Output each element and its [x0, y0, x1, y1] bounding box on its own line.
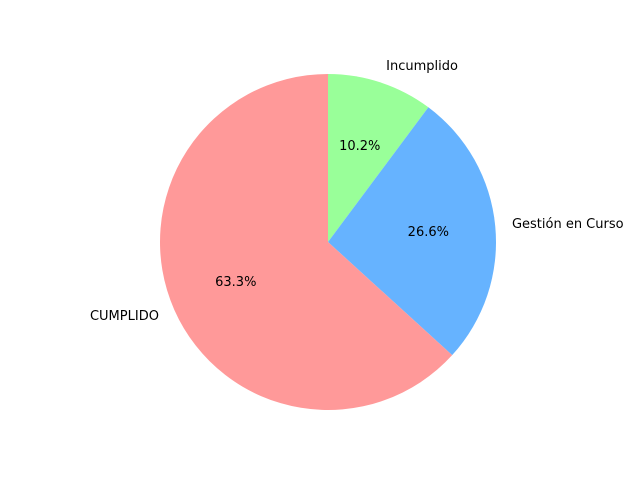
pie-slices: [159, 73, 496, 410]
pie-percent-label: 63.3%: [215, 275, 256, 290]
pie-percent-label: 26.6%: [408, 225, 449, 240]
pie-percent-label: 10.2%: [339, 139, 380, 154]
pie-labels: 10.2% Incumplido 26.6% Gestión en Curso 63.3…: [90, 59, 624, 324]
pie-category-label: Incumplido: [386, 59, 458, 74]
pie-slice: [328, 74, 429, 242]
pie-category-label: Gestión en Curso: [512, 217, 624, 232]
pie-slice: [159, 73, 453, 410]
pie-category-label: CUMPLIDO: [90, 309, 159, 324]
pie-slice: [328, 107, 496, 356]
